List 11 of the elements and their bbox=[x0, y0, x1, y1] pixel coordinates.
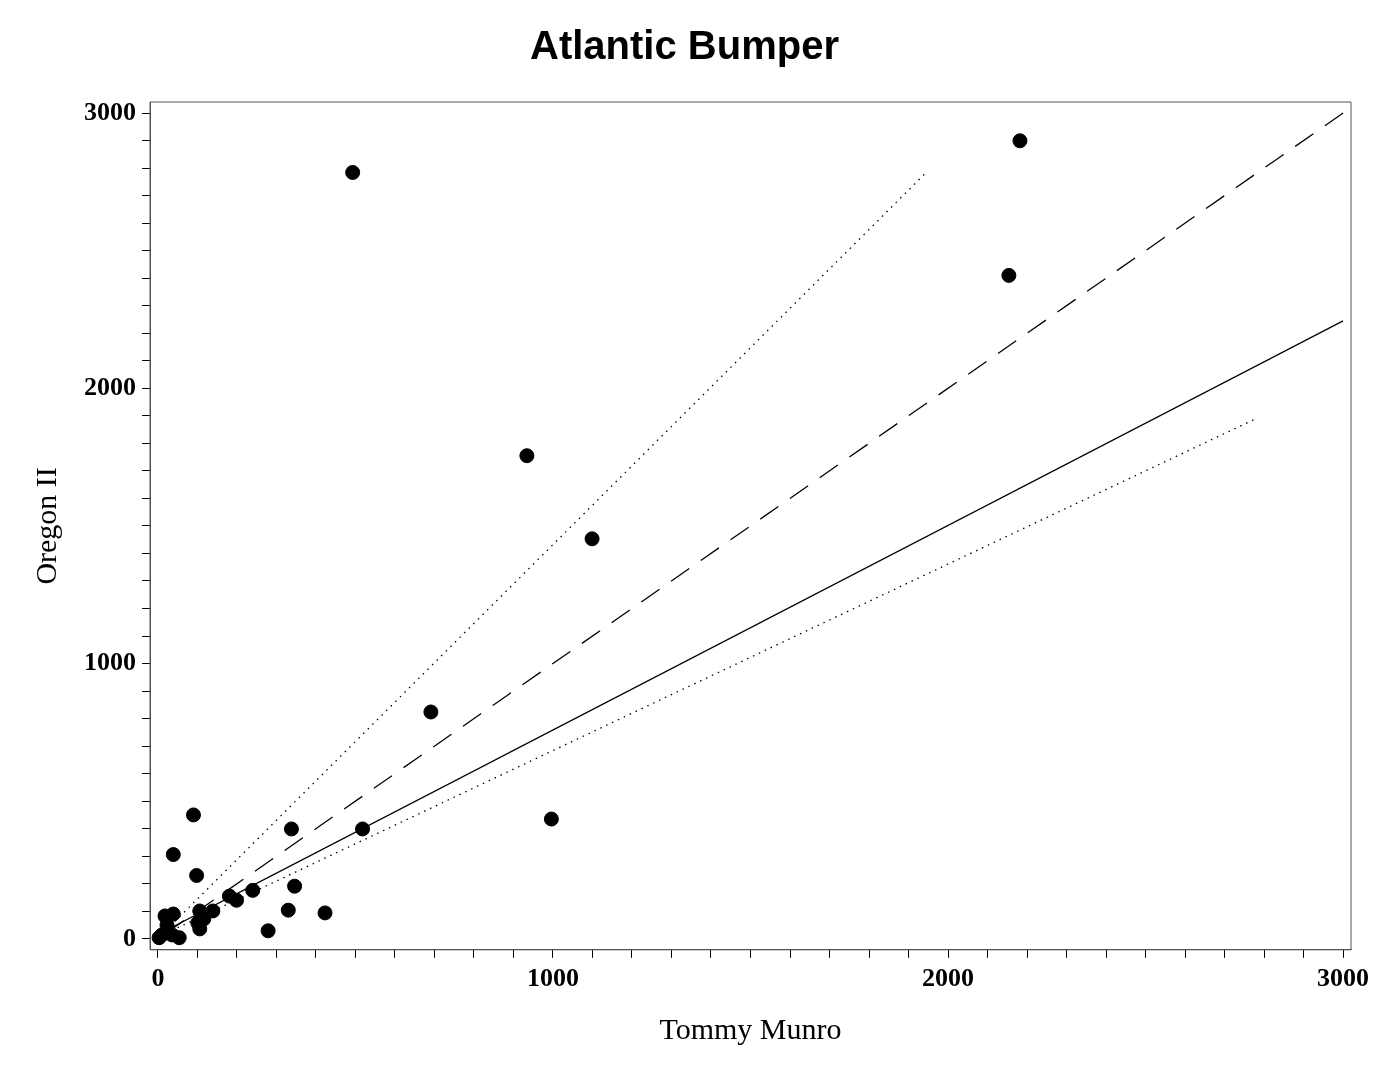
x-tick-label: 2000 bbox=[922, 963, 975, 993]
x-tick-label: 3000 bbox=[1317, 963, 1370, 993]
y-axis-title: Oregon II bbox=[28, 467, 62, 585]
x-axis-title: Tommy Munro bbox=[659, 1011, 842, 1045]
y-tick-label: 2000 bbox=[84, 371, 136, 401]
x-tick-label: 0 bbox=[151, 963, 165, 993]
y-tick-label: 0 bbox=[123, 922, 136, 952]
y-tick-label: 1000 bbox=[84, 647, 136, 677]
x-tick-label: 1000 bbox=[526, 963, 579, 993]
chart-title: Atlantic Bumper bbox=[530, 23, 839, 68]
y-tick-label: 3000 bbox=[84, 96, 136, 126]
